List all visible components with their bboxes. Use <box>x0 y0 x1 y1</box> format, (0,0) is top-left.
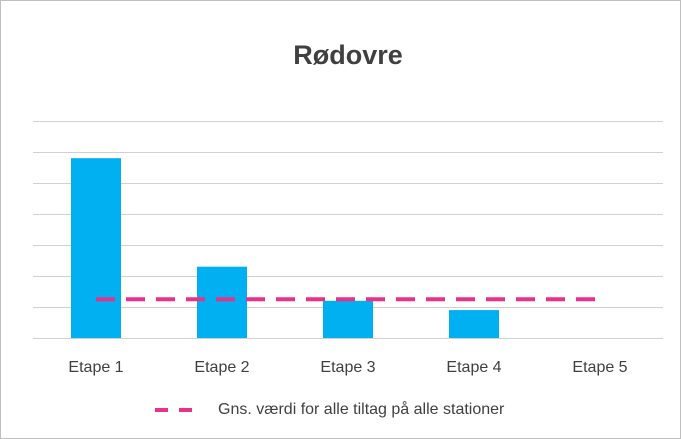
bar <box>449 310 499 338</box>
bar <box>197 266 247 338</box>
x-tick-label: Etape 5 <box>572 359 627 376</box>
chart-title: Rødovre <box>293 40 403 70</box>
x-tick-label: Etape 4 <box>446 359 501 376</box>
bar <box>71 158 121 338</box>
x-tick-label: Etape 3 <box>320 359 375 376</box>
x-tick-label: Etape 2 <box>194 359 249 376</box>
x-tick-label: Etape 1 <box>68 359 123 376</box>
legend-label: Gns. værdi for alle tiltag på alle stati… <box>218 400 505 418</box>
bar <box>323 300 373 338</box>
